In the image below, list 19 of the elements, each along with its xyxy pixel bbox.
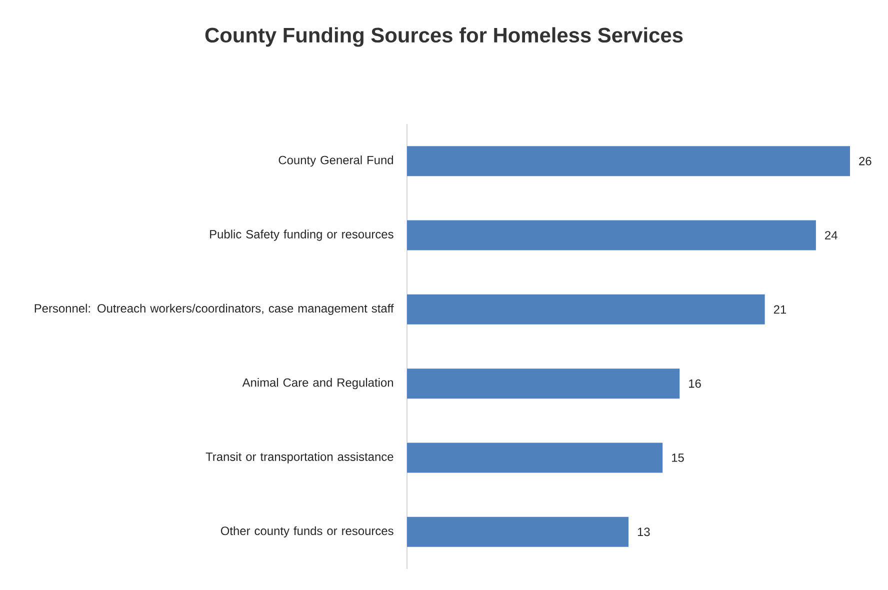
- y-tick-label: Animal Care and Regulation: [242, 378, 393, 390]
- y-tick-label: Public Safety funding or resources: [210, 230, 394, 241]
- bar: [407, 516, 629, 547]
- y-tick-label: County General Fund: [278, 156, 394, 167]
- data-label: 16: [689, 379, 701, 388]
- data-label: 13: [638, 528, 650, 536]
- data-label: 26: [859, 156, 872, 166]
- bar: [407, 220, 816, 250]
- bar: [407, 146, 850, 176]
- y-tick-label: Personnel: Outreach workers/coordinators, case management staff: [34, 304, 394, 315]
- chart-title: County Funding Sources for Homeless Services: [205, 27, 683, 47]
- bar: [407, 442, 663, 473]
- data-label: 24: [825, 231, 838, 240]
- bar: [407, 294, 765, 324]
- data-label: 15: [672, 454, 684, 462]
- data-label: 21: [774, 305, 786, 314]
- bar: [407, 368, 680, 399]
- y-tick-label: Other county funds or resources: [220, 526, 394, 538]
- y-tick-label: Transit or transportation assistance: [206, 452, 394, 464]
